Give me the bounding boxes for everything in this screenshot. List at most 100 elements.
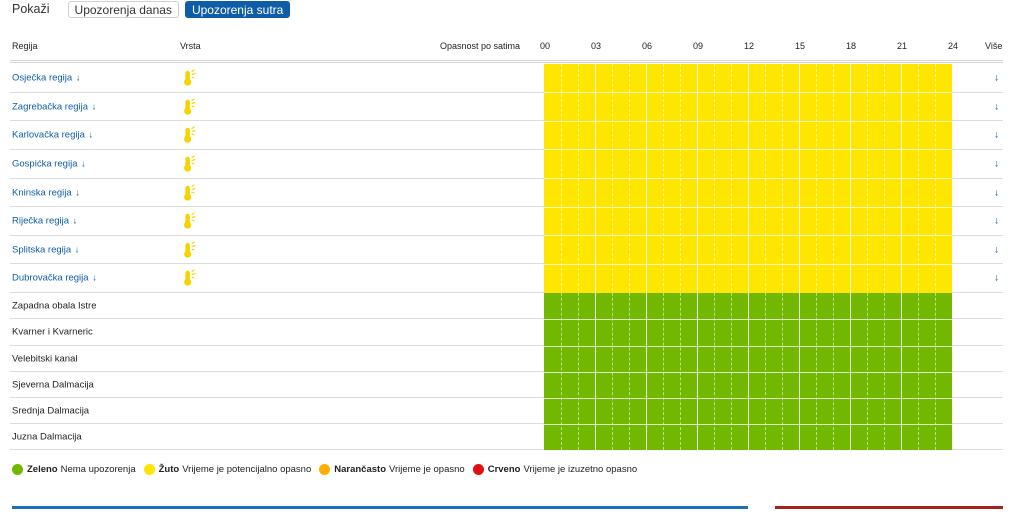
grid-subhour-line: [816, 64, 817, 450]
thermometer-heat-icon: [184, 269, 196, 286]
region-row: Karlovačka regija ↓ ↓: [10, 121, 1003, 150]
sea-region-name: Velebitski kanal: [12, 353, 78, 364]
grid-subhour-line: [833, 64, 834, 450]
header-divider: [10, 60, 1003, 63]
sea-region-name: Juzna Dalmacija: [12, 431, 82, 442]
region-row: Osječka regija ↓ ↓: [10, 64, 1003, 93]
hour-tick: 06: [641, 41, 653, 51]
more-arrow-icon[interactable]: ↓: [994, 129, 999, 141]
sea-region-row: Juzna Dalmacija: [10, 424, 1003, 450]
grid-row-line: [544, 398, 952, 399]
region-row: Zagrebačka regija ↓ ↓: [10, 93, 1003, 121]
grid-subhour-line: [884, 64, 885, 450]
legend-item-yellow: Žuto Vrijeme je potencijalno opasno: [143, 464, 312, 475]
hour-tick: 00: [539, 41, 551, 51]
more-arrow-icon[interactable]: ↓: [994, 158, 999, 170]
hour-tick: 18: [845, 41, 857, 51]
hazard-legend: Zeleno Nema upozorenja Žuto Vrijeme je p…: [12, 464, 645, 475]
orange-dot-icon: [319, 464, 331, 475]
hour-tick: 15: [794, 41, 806, 51]
legend-desc: Vrijeme je opasno: [389, 464, 465, 475]
arrow-down-icon: ↓: [91, 101, 97, 111]
more-arrow-icon[interactable]: ↓: [994, 72, 999, 84]
sea-region-row: Zapadna obala Istre: [10, 293, 1003, 319]
grid-subhour-line: [935, 64, 936, 450]
grid-subhour-line: [578, 64, 579, 450]
grid-row-line: [544, 92, 952, 93]
hour-tick: 21: [896, 41, 908, 51]
grid-subhour-line: [714, 64, 715, 450]
thermometer-heat-icon: [184, 212, 196, 229]
sea-region-name: Srednja Dalmacija: [12, 405, 90, 416]
region-link[interactable]: Karlovačka regija ↓: [12, 129, 94, 141]
section-divider-blue: [12, 506, 748, 509]
hour-tick: 12: [743, 41, 755, 51]
arrow-down-icon: ↓: [81, 158, 86, 169]
tomorrow-warnings-button[interactable]: Upozorenja sutra: [184, 0, 291, 18]
sea-region-row: Velebitski kanal: [10, 346, 1003, 372]
grid-hour-line: [595, 64, 596, 450]
today-warnings-button[interactable]: Upozorenja danas: [67, 0, 179, 18]
grid-subhour-line: [782, 64, 783, 450]
grid-subhour-line: [561, 64, 562, 450]
region-row: Riječka regija ↓ ↓: [10, 207, 1003, 236]
thermometer-heat-icon: [184, 183, 196, 201]
grid-hour-line: [748, 64, 749, 450]
grid-hour-line: [799, 64, 800, 450]
region-link[interactable]: Riječka regija ↓: [12, 215, 78, 227]
legend-item-red: Crveno Vrijeme je izuzetno opasno: [472, 464, 638, 475]
grid-subhour-line: [731, 64, 732, 450]
column-region: Regija: [12, 41, 38, 51]
column-type: Vrsta: [180, 41, 201, 51]
grid-row-line: [544, 319, 952, 320]
hour-tick: 09: [692, 41, 704, 51]
region-link[interactable]: Kninska regija ↓: [12, 187, 80, 198]
region-link[interactable]: Osječka regija ↓: [12, 72, 81, 84]
legend-desc: Vrijeme je potencijalno opasno: [182, 464, 312, 475]
sea-region-name: Sjeverna Dalmacija: [12, 379, 94, 390]
column-hazard: Opasnost po satima: [440, 41, 521, 51]
more-arrow-icon[interactable]: ↓: [994, 187, 999, 198]
legend-desc: Vrijeme je izuzetno opasno: [523, 464, 638, 475]
thermometer-heat-icon: [184, 126, 196, 143]
region-row: Splitska regija ↓ ↓: [10, 236, 1003, 264]
region-row: Gospićka regija ↓ ↓: [10, 150, 1003, 179]
sea-region-row: Srednja Dalmacija: [10, 398, 1003, 424]
grid-hour-line: [850, 64, 851, 450]
more-arrow-icon[interactable]: ↓: [994, 101, 999, 112]
column-more: Više: [985, 41, 1003, 51]
thermometer-heat-icon: [184, 155, 196, 172]
yellow-dot-icon: [143, 464, 155, 475]
sea-region-name: Kvarner i Kvarneric: [12, 326, 93, 338]
red-dot-icon: [472, 464, 484, 475]
arrow-down-icon: ↓: [72, 215, 78, 226]
hazard-timeline-grid: [544, 64, 952, 450]
region-link[interactable]: Zagrebačka regija ↓: [12, 101, 97, 112]
sea-region-row: Sjeverna Dalmacija: [10, 372, 1003, 398]
grid-row-line: [544, 235, 952, 236]
region-link[interactable]: Gospićka regija ↓: [12, 158, 86, 170]
hour-tick: 03: [590, 41, 602, 51]
legend-label: Narančasto: [334, 464, 386, 475]
arrow-down-icon: ↓: [74, 244, 80, 254]
more-arrow-icon[interactable]: ↓: [994, 272, 999, 284]
more-arrow-icon[interactable]: ↓: [994, 215, 999, 227]
grid-subhour-line: [918, 64, 919, 450]
grid-row-line: [544, 121, 952, 122]
green-dot-icon: [12, 464, 23, 475]
legend-label: Crveno: [487, 464, 521, 475]
region-link[interactable]: Splitska regija ↓: [12, 244, 80, 255]
arrow-down-icon: ↓: [88, 129, 94, 140]
legend-label: Zeleno: [27, 464, 58, 475]
section-divider-red: [775, 506, 1003, 509]
more-arrow-icon[interactable]: ↓: [994, 244, 999, 255]
region-row: Dubrovačka regija ↓ ↓: [10, 264, 1003, 293]
grid-subhour-line: [612, 64, 613, 450]
region-link[interactable]: Dubrovačka regija ↓: [12, 272, 97, 284]
grid-subhour-line: [867, 64, 868, 450]
grid-row-line: [544, 346, 952, 347]
grid-hour-line: [697, 64, 698, 450]
grid-row-line: [544, 372, 952, 373]
grid-subhour-line: [629, 64, 630, 450]
legend-label: Žuto: [158, 464, 180, 475]
